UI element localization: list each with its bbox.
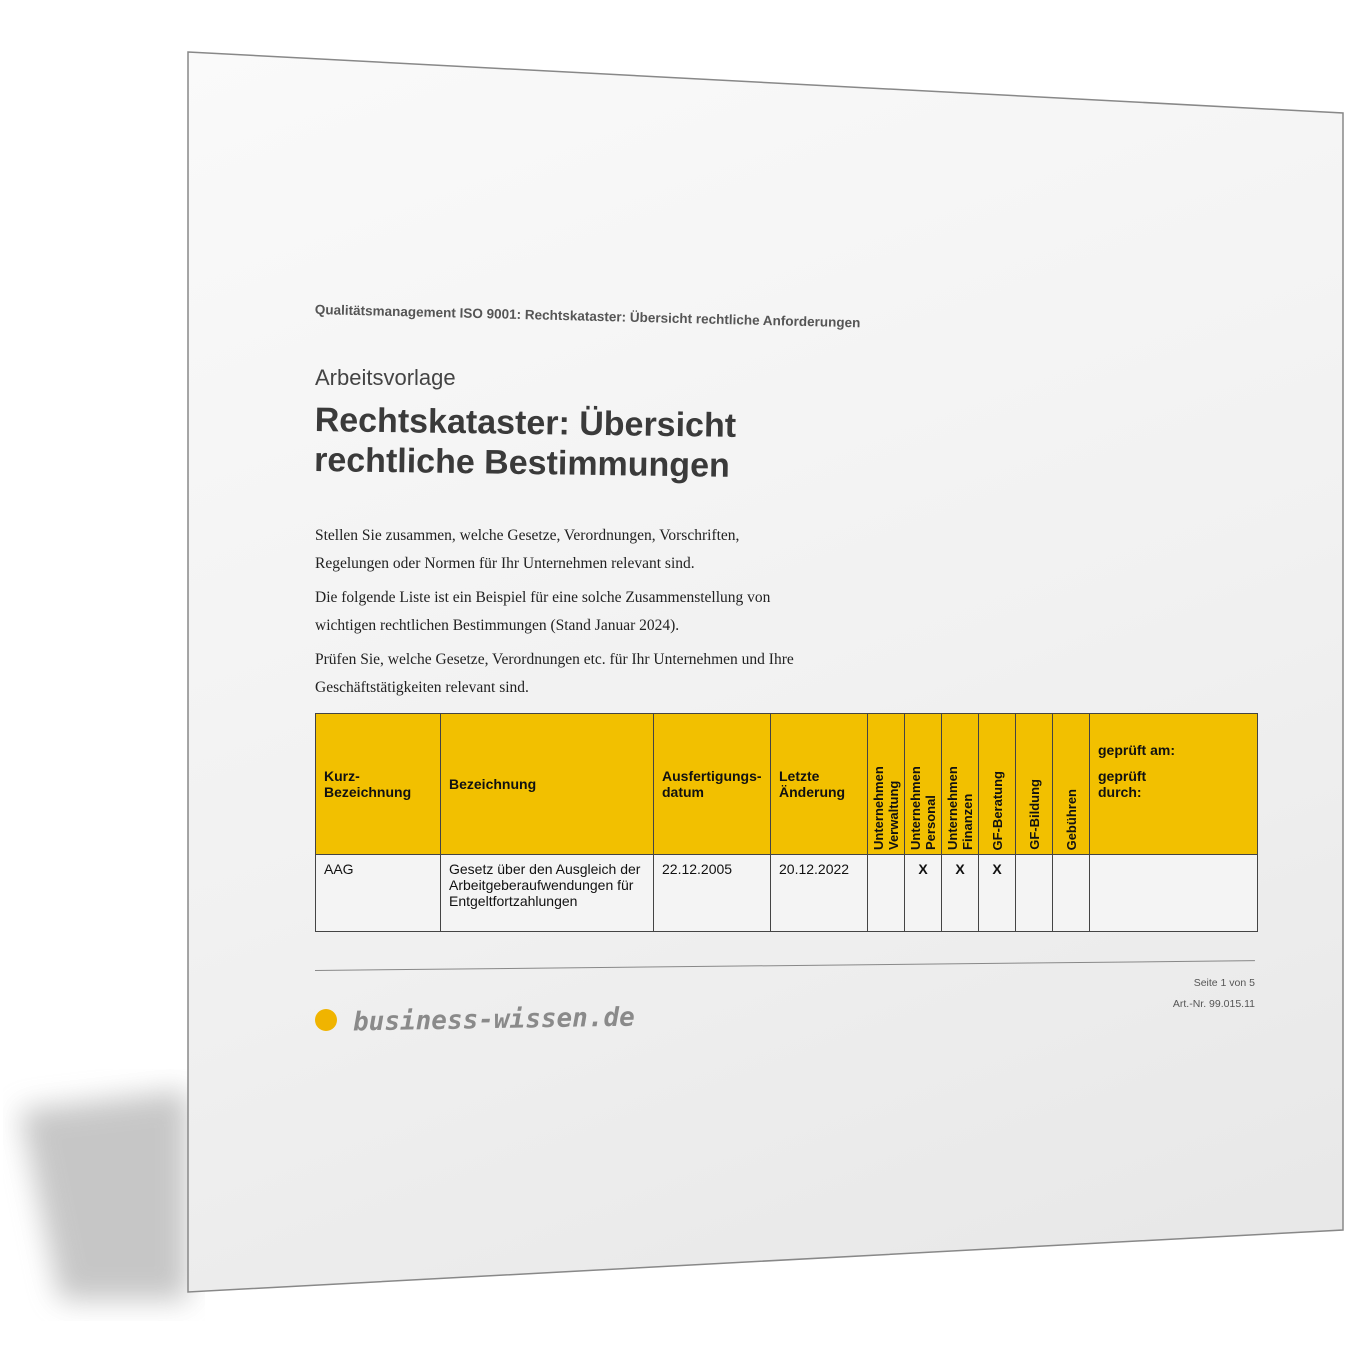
col-header: Kurz-Bezeichnung [315, 713, 441, 855]
cell: 20.12.2022 [770, 854, 868, 932]
col-header: GF-Beratung [978, 713, 1016, 855]
page-title: Rechtskataster: Übersicht rechtliche Bes… [313, 400, 737, 485]
col-header: Unternehmen Verwaltung [867, 713, 905, 855]
cell: X [904, 854, 942, 932]
table-header-row: Kurz-Bezeichnung Bezeichnung Ausfertigun… [315, 713, 1258, 855]
document-header: Qualitätsmanagement ISO 9001: Rechtskata… [314, 302, 861, 331]
cell: X [978, 854, 1016, 932]
col-header: Letzte Änderung [770, 713, 868, 855]
col-header: Ausfertigungs-datum [653, 713, 771, 855]
cell: AAG [315, 854, 441, 932]
col-header-check: geprüft am: geprüft durch: [1089, 713, 1258, 855]
logo-text: business-wissen.de [352, 1002, 636, 1038]
intro-text: Stellen Sie zusammen, welche Gesetze, Ve… [315, 522, 795, 708]
cell: X [941, 854, 979, 932]
paragraph: Die folgende Liste ist ein Beispiel für … [315, 589, 771, 634]
cell: 22.12.2005 [653, 854, 771, 932]
logo-dot-icon [315, 1009, 337, 1031]
cell [1089, 854, 1258, 932]
col-header: Gebühren [1052, 713, 1090, 855]
table-row: AAG Gesetz über den Ausgleich der Arbeit… [315, 854, 1258, 932]
cell [1052, 854, 1090, 932]
paragraph: Prüfen Sie, welche Gesetze, Verordnungen… [315, 651, 794, 696]
brand-logo: business-wissen.de [315, 1002, 636, 1038]
paragraph: Stellen Sie zusammen, welche Gesetze, Ve… [315, 527, 740, 572]
col-header: Unternehmen Personal [904, 713, 942, 855]
cell [1015, 854, 1053, 932]
col-header: Unternehmen Finanzen [941, 713, 979, 855]
cell [867, 854, 905, 932]
footer-divider [315, 960, 1255, 971]
document-kicker: Arbeitsvorlage [315, 365, 456, 390]
col-header: Bezeichnung [440, 713, 654, 855]
page-number: Seite 1 von 5 [1193, 977, 1255, 989]
col-header: GF-Bildung [1015, 713, 1053, 855]
legal-register-table: Kurz-Bezeichnung Bezeichnung Ausfertigun… [315, 713, 1258, 932]
cell: Gesetz über den Ausgleich der Arbeitgebe… [440, 854, 654, 932]
article-number: Art.-Nr. 99.015.11 [1172, 998, 1255, 1010]
